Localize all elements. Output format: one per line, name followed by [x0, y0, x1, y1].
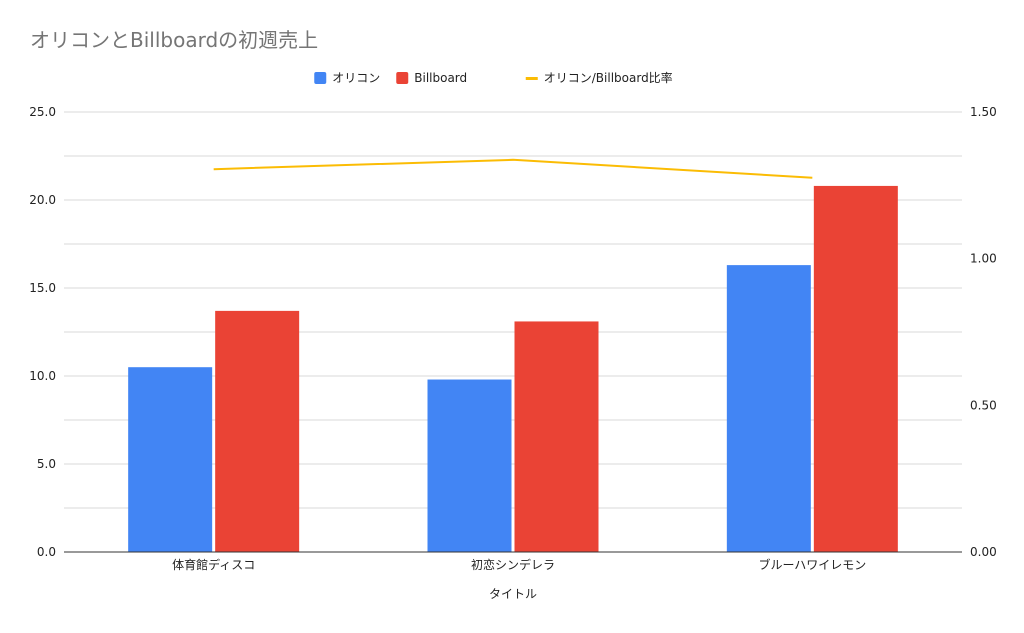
legend-swatch [314, 72, 327, 84]
chart-title: オリコンとBillboardの初週売上 [30, 28, 319, 52]
legend-label: Billboard [414, 71, 467, 85]
legend: オリコン Billboard オリコン/Billboard比率 [314, 70, 673, 85]
ratio-line [213, 158, 813, 179]
bars [128, 185, 898, 553]
y2-axis-tick-label: 1.50 [970, 105, 997, 119]
bar-oricon [726, 265, 811, 552]
ratio-line-layer [213, 158, 813, 179]
y2-axis-tick-label: 1.00 [970, 252, 997, 266]
legend-label: オリコン [332, 71, 380, 85]
x-axis-tick-label: ブルーハワイレモン [758, 557, 866, 572]
bar-billboard [514, 321, 599, 552]
axes: 0.0 5.0 10.0 15.0 20.0 25.0 0.00 0.50 1.00 1.50 体育… [29, 105, 996, 601]
x-axis-title: タイトル [489, 587, 537, 601]
y-axis-tick-label: 10.0 [29, 369, 56, 383]
bar-billboard [215, 310, 300, 552]
bar-oricon [128, 367, 213, 552]
bar-oricon [427, 379, 512, 552]
bar-billboard [813, 185, 898, 553]
x-axis-tick-label: 体育館ディスコ [172, 557, 255, 572]
y-axis-tick-label: 0.0 [37, 545, 56, 559]
legend-swatch-line [525, 77, 538, 80]
y2-axis-tick-label: 0.50 [970, 398, 997, 412]
y-axis-tick-label: 20.0 [29, 193, 56, 207]
x-axis-tick-label: 初恋シンデレラ [471, 557, 555, 572]
legend-swatch [396, 72, 409, 84]
y2-axis-tick-label: 0.00 [970, 545, 997, 559]
legend-label: オリコン/Billboard比率 [544, 70, 673, 85]
y-axis-tick-label: 15.0 [29, 281, 56, 295]
y-axis-tick-label: 25.0 [29, 105, 56, 119]
gridlines [64, 111, 962, 509]
y-axis-tick-label: 5.0 [37, 457, 56, 471]
